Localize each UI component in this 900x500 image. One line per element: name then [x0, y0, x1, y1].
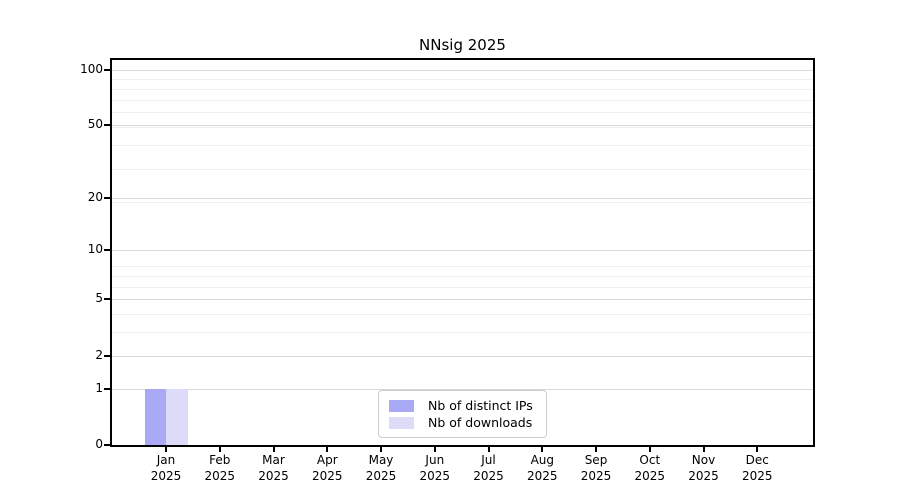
- x-tick-year: 2025: [150, 469, 182, 483]
- minor-gridline: [112, 112, 813, 114]
- x-tick-jan: [165, 447, 167, 452]
- x-tick-aug: [541, 447, 544, 452]
- x-tick-label-nov: Nov 2025: [674, 452, 734, 484]
- major-gridline-100: [112, 69, 813, 71]
- x-tick-year: 2025: [742, 469, 773, 483]
- legend-swatch-0: [389, 399, 414, 412]
- y-tick-label-20: 20: [87, 189, 103, 204]
- y-tick-label-5: 5: [95, 291, 103, 306]
- x-tick-oct: [648, 447, 651, 452]
- plot-area: [104, 58, 815, 452]
- x-tick-year: 2025: [312, 469, 343, 483]
- minor-gridline: [112, 332, 813, 334]
- x-tick-month: Aug: [530, 453, 555, 467]
- y-tick-5: [104, 298, 110, 301]
- x-tick-month: Oct: [639, 453, 661, 467]
- minor-gridline: [112, 99, 813, 101]
- major-gridline-1: [112, 388, 813, 390]
- minor-gridline: [112, 88, 813, 90]
- x-tick-year: 2025: [634, 469, 666, 483]
- x-tick-label-dec: Dec 2025: [727, 452, 787, 484]
- x-tick-month: Jun: [425, 453, 445, 467]
- x-tick-nov: [702, 447, 705, 452]
- y-tick-label-50: 50: [87, 117, 103, 132]
- y-tick-1: [104, 387, 110, 390]
- minor-gridline: [112, 201, 813, 203]
- x-tick-label-oct: Oct 2025: [620, 452, 680, 484]
- bar-nb-of-downloads-jan: [166, 388, 188, 445]
- x-tick-label-mar: Mar 2025: [244, 452, 304, 484]
- legend-entry-1: Nb of downloads: [389, 415, 536, 430]
- x-tick-year: 2025: [688, 469, 719, 483]
- x-tick-year: 2025: [419, 469, 451, 483]
- y-tick-label-0: 0: [95, 437, 103, 451]
- minor-gridline: [112, 314, 813, 316]
- y-tick-10: [104, 249, 110, 252]
- major-gridline-20: [112, 197, 813, 199]
- x-tick-dec: [756, 447, 759, 452]
- x-tick-label-jul: Jul 2025: [459, 452, 519, 484]
- legend-swatch-1: [389, 416, 414, 429]
- x-tick-apr: [326, 447, 329, 452]
- x-tick-label-jun: Jun 2025: [405, 452, 465, 484]
- legend-label-1: Nb of downloads: [428, 415, 533, 430]
- y-tick-20: [104, 196, 110, 199]
- x-tick-month: Feb: [209, 453, 231, 467]
- y-tick-label-100: 100: [80, 61, 103, 76]
- x-tick-mar: [272, 447, 275, 452]
- minor-gridline: [112, 127, 813, 128]
- minor-gridline: [112, 168, 813, 170]
- y-tick-100: [104, 68, 110, 71]
- x-tick-month: Dec: [745, 453, 769, 467]
- x-tick-year: 2025: [258, 469, 289, 483]
- x-tick-month: Apr: [316, 453, 338, 467]
- y-tick-label-2: 2: [95, 347, 103, 362]
- x-tick-label-may: May 2025: [351, 452, 411, 484]
- major-gridline-10: [112, 250, 813, 252]
- legend-label-0: Nb of distinct IPs: [428, 398, 533, 413]
- y-tick-label-1: 1: [95, 380, 103, 395]
- x-tick-label-aug: Aug 2025: [512, 452, 572, 484]
- x-tick-sep: [595, 447, 597, 452]
- x-tick-year: 2025: [580, 469, 612, 483]
- major-gridline-50: [112, 125, 813, 127]
- x-tick-year: 2025: [473, 469, 504, 483]
- x-tick-year: 2025: [365, 469, 397, 483]
- x-tick-year: 2025: [204, 469, 236, 483]
- bar-nb-of-distinct-ips-jan: [144, 388, 166, 445]
- x-tick-month: Jul: [481, 453, 496, 467]
- x-tick-label-sep: Sep 2025: [566, 452, 626, 484]
- legend: Nb of distinct IPs Nb of downloads: [378, 390, 547, 438]
- major-gridline-5: [112, 299, 813, 301]
- x-tick-month: Mar: [262, 453, 285, 467]
- y-tick-0: [104, 444, 110, 446]
- x-tick-month: Sep: [584, 453, 608, 467]
- y-tick-label-10: 10: [87, 242, 103, 257]
- x-tick-month: May: [368, 453, 394, 467]
- x-tick-jun: [433, 447, 436, 452]
- x-tick-label-feb: Feb 2025: [190, 452, 250, 484]
- x-tick-label-apr: Apr 2025: [297, 452, 357, 484]
- minor-gridline: [112, 286, 813, 288]
- chart-title: NNsig 2025: [419, 36, 506, 54]
- legend-entry-0: Nb of distinct IPs: [389, 398, 536, 413]
- minor-gridline: [112, 266, 813, 268]
- x-tick-month: Nov: [691, 453, 716, 467]
- x-tick-year: 2025: [527, 469, 558, 483]
- y-tick-2: [104, 354, 110, 357]
- minor-gridline: [112, 79, 813, 81]
- x-tick-jul: [487, 447, 490, 452]
- x-tick-feb: [218, 447, 221, 452]
- x-tick-month: Jan: [156, 453, 176, 467]
- minor-gridline: [112, 276, 813, 277]
- minor-gridline: [112, 145, 813, 147]
- x-tick-label-jan: Jan 2025: [136, 452, 196, 484]
- major-gridline-2: [112, 355, 813, 357]
- x-tick-may: [380, 447, 382, 452]
- y-tick-50: [104, 124, 110, 127]
